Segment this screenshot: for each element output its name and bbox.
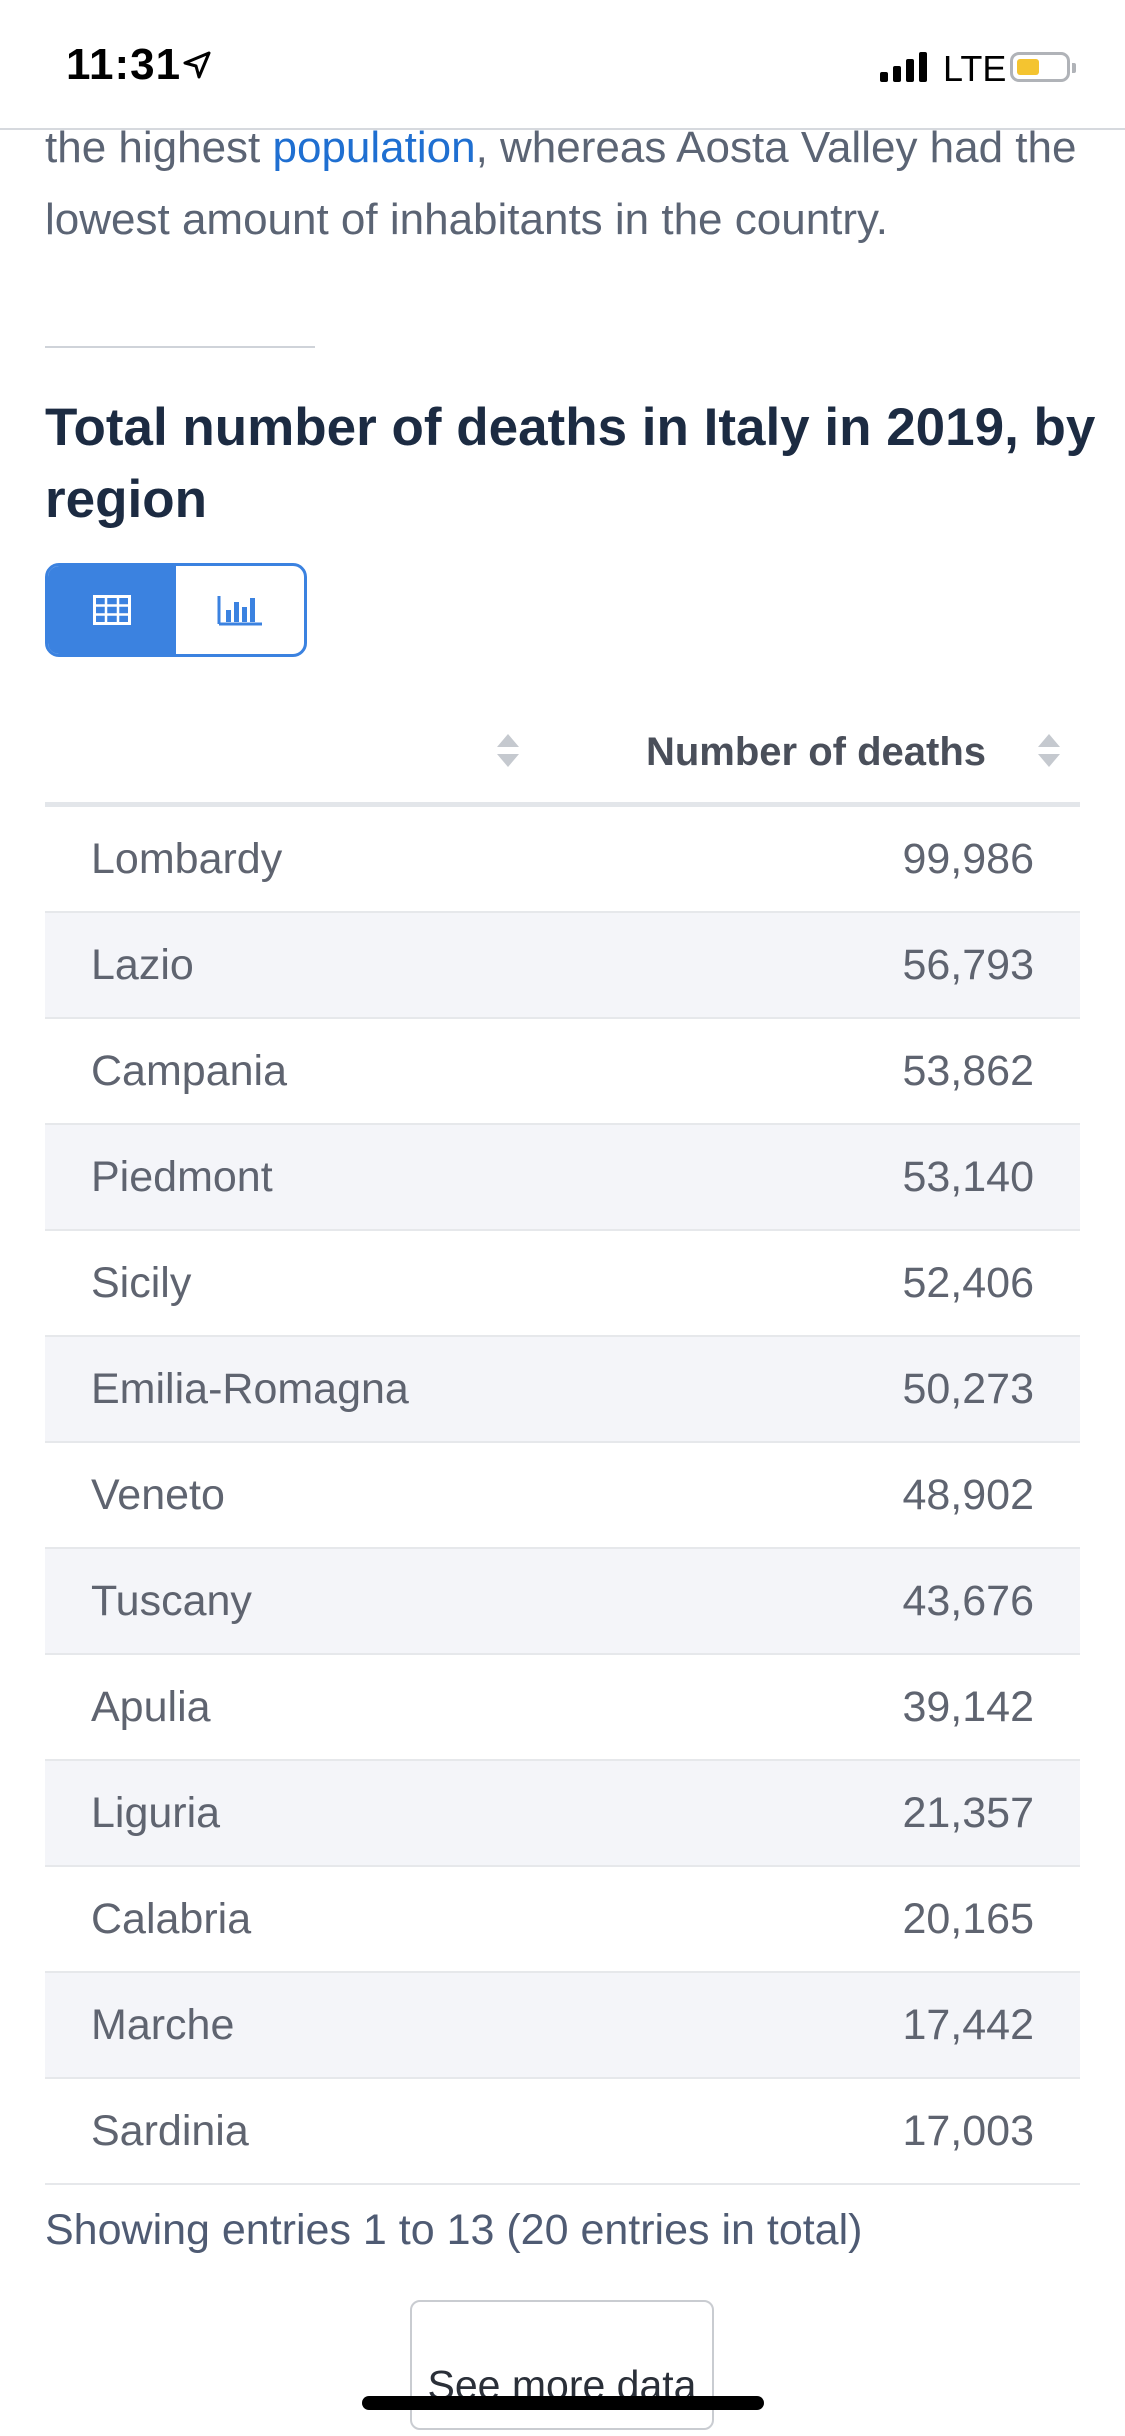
deaths-value: 56,793: [902, 941, 1034, 989]
table-row: Piedmont 53,140: [45, 1125, 1080, 1231]
intro-paragraph: the highest population, whereas Aosta Va…: [45, 112, 1085, 256]
intro-prefix: the highest: [45, 123, 273, 172]
region-name: Calabria: [91, 1895, 252, 1943]
intro-suffix: , whereas Aosta Valley had the lowest am…: [45, 123, 1077, 244]
table-row: Liguria 21,357: [45, 1761, 1080, 1867]
table-row: Veneto 48,902: [45, 1443, 1080, 1549]
table-icon: [93, 595, 131, 625]
section-divider: [45, 346, 315, 348]
table-view-button[interactable]: [48, 566, 176, 654]
deaths-value: 48,902: [902, 1471, 1034, 1519]
table-row: Marche 17,442: [45, 1973, 1080, 2079]
table-row: Apulia 39,142: [45, 1655, 1080, 1761]
deaths-value: 53,140: [902, 1153, 1034, 1201]
table-row: Emilia-Romagna 50,273: [45, 1337, 1080, 1443]
bar-chart-icon: [217, 596, 262, 626]
region-name: Marche: [91, 2001, 235, 2049]
deaths-value: 20,165: [902, 1895, 1034, 1943]
region-name: Campania: [91, 1047, 287, 1095]
sort-deaths-icon[interactable]: [1038, 734, 1060, 774]
region-name: Sicily: [91, 1259, 192, 1307]
table-row: Lombardy 99,986: [45, 807, 1080, 913]
network-type: LTE: [943, 48, 1007, 89]
view-toggle: [45, 563, 307, 657]
deaths-value: 52,406: [902, 1259, 1034, 1307]
region-name: Lazio: [91, 941, 194, 989]
region-name: Apulia: [91, 1683, 211, 1731]
region-name: Piedmont: [91, 1153, 273, 1201]
statistic-title: Total number of deaths in Italy in 2019,…: [45, 398, 1096, 529]
deaths-value: 17,442: [902, 2001, 1034, 2049]
region-name: Emilia-Romagna: [91, 1365, 409, 1413]
location-arrow-icon: [183, 51, 211, 79]
table-row: Campania 53,862: [45, 1019, 1080, 1125]
table-row: Calabria 20,165: [45, 1867, 1080, 1973]
deaths-value: 99,986: [902, 835, 1034, 883]
sort-region-icon[interactable]: [497, 734, 519, 774]
region-name: Lombardy: [91, 835, 283, 883]
status-bar: 11:31 LTE: [0, 0, 1125, 130]
table-header: Number of deaths: [45, 712, 1080, 807]
table-row: Lazio 56,793: [45, 913, 1080, 1019]
battery-icon: [1010, 52, 1076, 82]
region-name: Liguria: [91, 1789, 221, 1837]
region-name: Sardinia: [91, 2107, 249, 2155]
deaths-table: Number of deaths Lombardy 99,986 Lazio 56,7…: [45, 712, 1080, 2185]
home-indicator: [362, 2396, 764, 2410]
status-time: 11:31: [66, 40, 182, 89]
table-row: Sardinia 17,003: [45, 2079, 1080, 2185]
region-name: Veneto: [91, 1471, 225, 1519]
population-link[interactable]: population: [272, 123, 476, 172]
column-header-deaths[interactable]: Number of deaths: [645, 730, 986, 774]
see-more-data-button[interactable]: See more data: [410, 2300, 714, 2430]
deaths-value: 53,862: [902, 1047, 1034, 1095]
deaths-value: 50,273: [902, 1365, 1034, 1413]
table-row: Sicily 52,406: [45, 1231, 1080, 1337]
deaths-value: 43,676: [902, 1577, 1034, 1625]
table-row: Tuscany 43,676: [45, 1549, 1080, 1655]
deaths-value: 39,142: [902, 1683, 1034, 1731]
entries-summary: Showing entries 1 to 13 (20 entries in t…: [45, 2206, 863, 2254]
table-body: Lombardy 99,986 Lazio 56,793 Campania 53,862 P…: [45, 807, 1080, 2185]
cellular-signal-icon: [880, 52, 927, 82]
chart-view-button[interactable]: [176, 566, 304, 654]
deaths-value: 17,003: [902, 2107, 1034, 2155]
deaths-value: 21,357: [902, 1789, 1034, 1837]
region-name: Tuscany: [91, 1577, 252, 1625]
